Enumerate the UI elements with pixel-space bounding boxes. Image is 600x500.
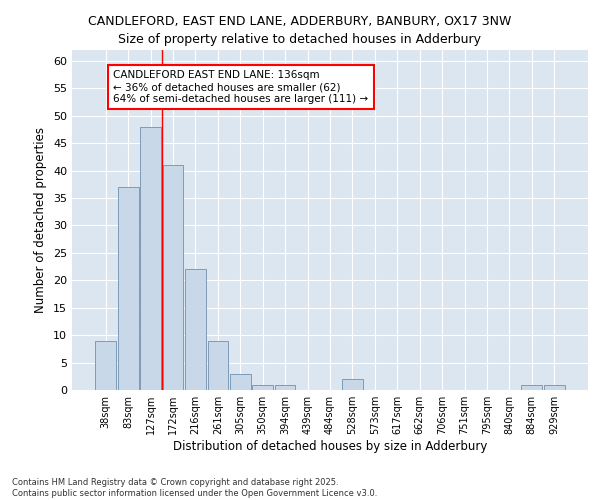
Text: CANDLEFORD EAST END LANE: 136sqm
← 36% of detached houses are smaller (62)
64% o: CANDLEFORD EAST END LANE: 136sqm ← 36% o…	[113, 70, 368, 104]
Bar	[544, 384, 565, 390]
Bar	[185, 270, 206, 390]
Bar	[118, 187, 139, 390]
Y-axis label: Number of detached properties: Number of detached properties	[34, 127, 47, 313]
Bar	[253, 384, 273, 390]
Bar	[521, 384, 542, 390]
Text: Contains HM Land Registry data © Crown copyright and database right 2025.
Contai: Contains HM Land Registry data © Crown c…	[12, 478, 377, 498]
Bar	[208, 340, 228, 390]
Text: CANDLEFORD, EAST END LANE, ADDERBURY, BANBURY, OX17 3NW: CANDLEFORD, EAST END LANE, ADDERBURY, BA…	[88, 15, 512, 28]
X-axis label: Distribution of detached houses by size in Adderbury: Distribution of detached houses by size …	[173, 440, 487, 453]
Bar	[230, 374, 251, 390]
Bar	[95, 340, 116, 390]
Bar	[140, 127, 161, 390]
Text: Size of property relative to detached houses in Adderbury: Size of property relative to detached ho…	[119, 32, 482, 46]
Bar	[342, 379, 363, 390]
Bar	[275, 384, 295, 390]
Bar	[163, 165, 184, 390]
